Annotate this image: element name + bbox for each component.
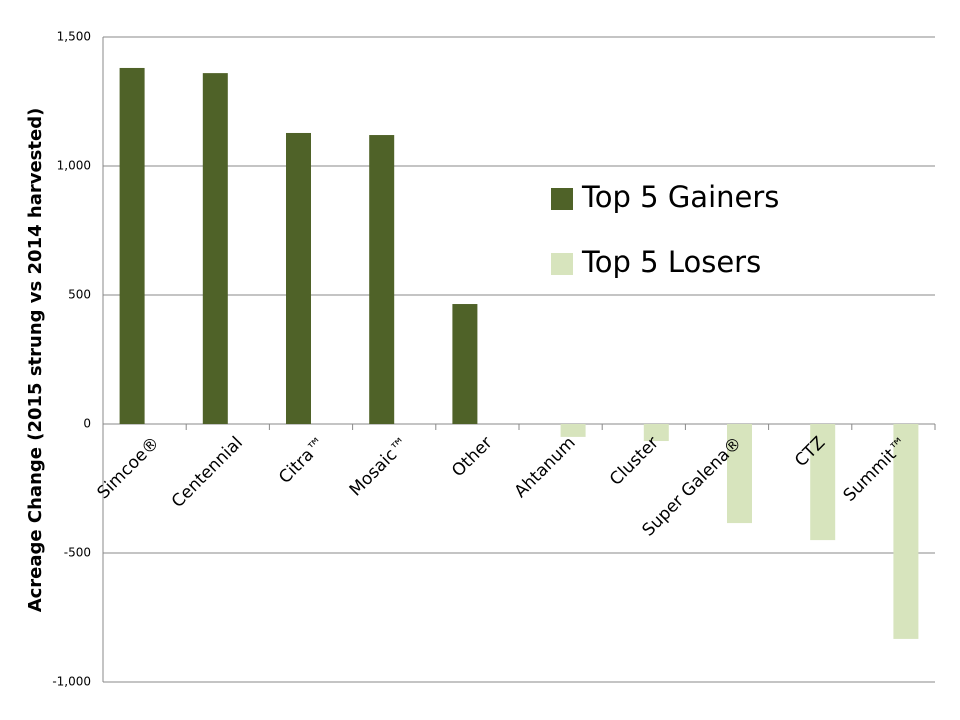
legend-swatch [551,253,573,275]
legend-swatch [551,188,573,210]
bar [202,73,228,425]
bar [643,424,669,442]
y-tick-label: 0 [83,417,91,431]
y-tick-label: 1,500 [57,30,91,44]
legend-label: Top 5 Losers [581,245,761,279]
x-tick-label: Centennial [168,433,247,512]
x-tick-label: Simcoe® [93,433,163,503]
y-tick-label: 1,000 [57,159,91,173]
y-tick-label: 500 [68,288,91,302]
bar [452,304,478,424]
y-tick-label: -1,000 [52,675,91,689]
x-tick-label: Citra™ [275,433,330,488]
bar [727,424,752,524]
x-tick-label: Cluster [606,433,663,490]
bar [369,135,395,425]
y-axis-title: Acreage Change (2015 strung vs 2014 harv… [25,108,46,613]
bar [560,424,586,437]
bar [119,67,145,425]
bar [286,132,311,424]
x-tick-label: Ahtanum [511,433,580,502]
x-tick-label: Mosaic™ [346,433,413,500]
y-tick-label: -500 [64,546,91,560]
bar [893,424,919,639]
legend-label: Top 5 Gainers [581,180,779,214]
x-tick-label: Other [448,433,496,481]
bar [810,424,836,541]
